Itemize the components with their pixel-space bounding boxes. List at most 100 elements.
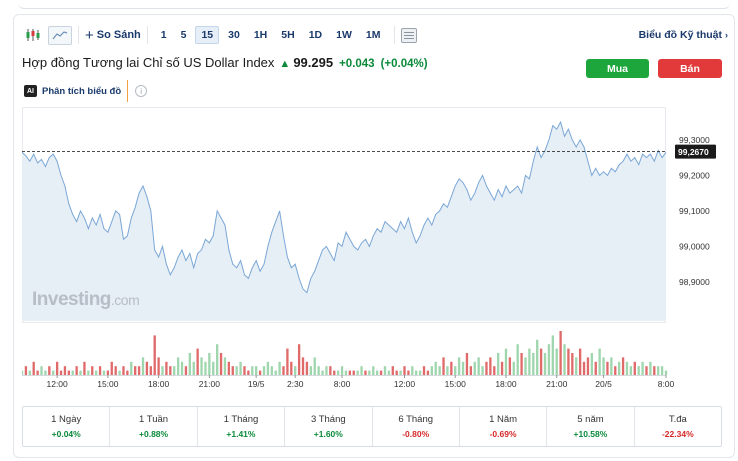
volume-bar (24, 366, 28, 375)
volume-bar (508, 357, 512, 375)
x-tick-label: 8:00 (658, 379, 675, 389)
performance-value: +0.04% (51, 429, 81, 439)
volume-bar (321, 370, 324, 375)
volume-bar (543, 353, 547, 375)
volume-bar (657, 366, 660, 375)
volume-bar (106, 370, 110, 375)
performance-value: +1.60% (313, 429, 343, 439)
volume-bar (169, 366, 172, 375)
volume-bar (403, 366, 406, 375)
volume-bar (290, 361, 293, 375)
price-change-pct: (+0.04%) (380, 58, 428, 70)
volume-bar (79, 370, 82, 375)
performance-cell[interactable]: 1 Tháng +1.41% (198, 407, 286, 446)
volume-bar (407, 370, 410, 375)
volume-bar (340, 366, 344, 375)
timeframe-1[interactable]: 1 (160, 29, 167, 41)
volume-bar (208, 353, 211, 375)
volume-bar (110, 361, 113, 375)
performance-cell[interactable]: 1 Ngày +0.04% (23, 407, 111, 446)
price-line (22, 120, 667, 294)
volume-bar (94, 370, 98, 375)
volume-bar (504, 348, 508, 375)
toolbar-divider (146, 26, 148, 44)
volume-bar (422, 366, 426, 375)
buy-button[interactable]: Mua (586, 59, 649, 78)
performance-cell[interactable]: 1 Năm -0.69% (460, 407, 548, 446)
volume-bar (473, 361, 476, 375)
area-chart-icon[interactable] (48, 25, 72, 45)
performance-period: 1 Năm (489, 414, 518, 425)
volume-bar (161, 366, 164, 375)
volume-bar (134, 366, 137, 375)
volume-bar (286, 348, 289, 375)
technical-chart-label: Biểu đồ Kỹ thuật (638, 29, 722, 41)
technical-chart-link[interactable]: Biểu đồ Kỹ thuật › (639, 29, 728, 41)
x-tick-label: 20/5 (595, 379, 612, 389)
logo-brand: Investing (32, 289, 111, 310)
timeframe-1m[interactable]: 1M (365, 29, 381, 41)
volume-bar (336, 370, 340, 375)
volume-bar (278, 361, 281, 375)
volume-bar (493, 366, 496, 375)
volume-bar (32, 361, 35, 375)
performance-cell[interactable]: 1 Tuần +0.88% (110, 407, 198, 446)
performance-cell[interactable]: T.đa -22.34% (635, 407, 721, 446)
volume-bar (223, 357, 227, 375)
timeframe-5h[interactable]: 5H (281, 29, 295, 41)
volume-bar (606, 361, 609, 375)
price-chart[interactable]: 99,3000 99,2000 99,1000 99,0000 98,9000 99,26… (22, 107, 722, 389)
timeframe-1d[interactable]: 1D (308, 29, 323, 41)
performance-cell[interactable]: 5 năm +10.58% (547, 407, 635, 446)
volume-bar (536, 339, 539, 375)
performance-cell[interactable]: 3 Tháng +1.60% (285, 407, 373, 446)
volume-bar (59, 370, 63, 375)
volume-bar (617, 361, 621, 375)
volume-bar (660, 366, 664, 375)
y-tick-label: 99,2000 (679, 170, 710, 180)
timeframe-1h[interactable]: 1H (253, 29, 268, 41)
timeframe-30[interactable]: 30 (228, 29, 240, 41)
performance-period: T.đa (668, 414, 687, 425)
volume-bar (98, 366, 102, 375)
ai-analysis-row: AI Phân tích biểu đồ i (24, 80, 148, 102)
volume-bar (251, 366, 254, 375)
volume-bar (594, 361, 597, 375)
layout-icon[interactable] (400, 27, 417, 43)
sell-button[interactable]: Bán (658, 59, 722, 78)
volume-bar (266, 361, 270, 375)
volume-bar (430, 366, 433, 375)
volume-bar (325, 366, 328, 375)
performance-strip: 1 Ngày +0.04% 1 Tuần +0.88% 1 Tháng +1.41% 3 T… (22, 406, 722, 447)
volume-bar (567, 348, 570, 375)
volume-bar (461, 361, 465, 375)
volume-bar (118, 370, 121, 375)
timeframe-1w[interactable]: 1W (336, 29, 352, 41)
volume-bar (582, 361, 586, 375)
volume-bar (313, 357, 316, 375)
volume-bar (418, 370, 422, 375)
performance-value: -0.69% (489, 429, 517, 439)
performance-cell[interactable]: 6 Tháng -0.80% (373, 407, 460, 446)
volume-bar (204, 361, 207, 375)
volume-bar (297, 344, 301, 375)
volume-bar (262, 366, 266, 375)
ai-analysis-button[interactable]: AI Phân tích biểu đồ (24, 80, 129, 102)
volume-bar (633, 361, 636, 375)
volume-bar (625, 361, 629, 375)
compare-button[interactable]: + So Sánh (85, 27, 141, 44)
candlestick-icon[interactable] (22, 25, 44, 45)
volume-bar (83, 361, 86, 375)
volume-bar (356, 370, 359, 375)
x-tick-label: 15:00 (97, 379, 119, 389)
volume-bar (153, 335, 156, 375)
info-icon[interactable]: i (135, 85, 148, 97)
y-tick-label: 99,3000 (679, 135, 710, 145)
timeframe-5[interactable]: 5 (180, 29, 187, 41)
volume-bar (465, 353, 469, 375)
instrument-header: Hợp đồng Tương lai Chỉ số US Dollar Inde… (22, 55, 428, 70)
timeframe-15[interactable]: 15 (195, 26, 220, 44)
volume-bar (196, 348, 199, 375)
volume-bar (176, 357, 180, 375)
volume-bar (602, 357, 605, 375)
